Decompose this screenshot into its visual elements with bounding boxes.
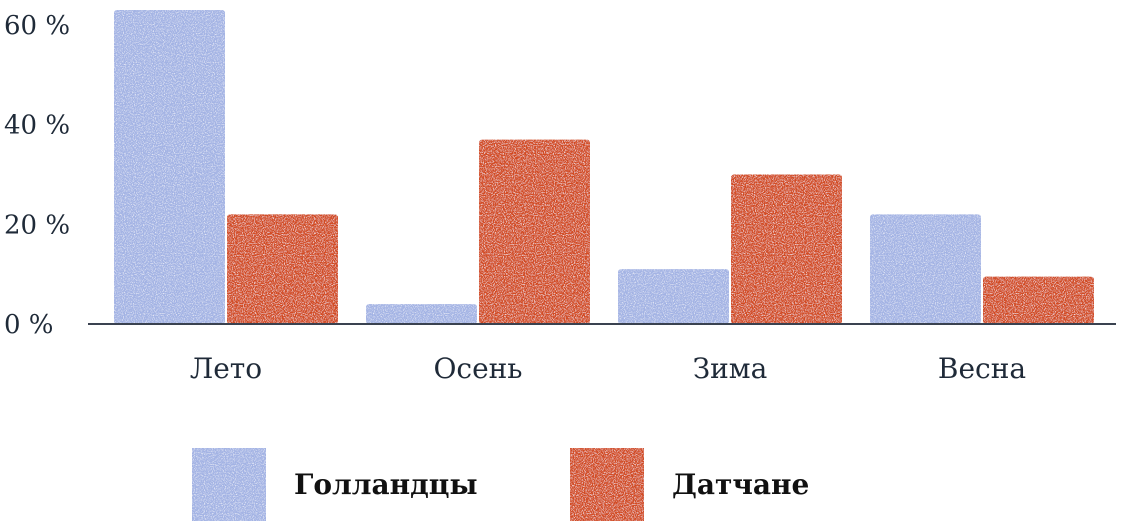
legend: Голландцы Датчане	[192, 448, 809, 521]
bar-danes-2	[731, 174, 842, 324]
bar-dutch-3	[870, 214, 981, 324]
x-axis-category-labels: Лето Осень Зима Весна	[190, 352, 1026, 385]
bar-danes-1	[479, 139, 590, 324]
legend-swatch	[192, 448, 266, 521]
x-tick-label: Осень	[433, 352, 522, 385]
y-tick-label: 20 %	[4, 210, 70, 240]
bar-danes-3	[983, 276, 1094, 324]
legend-label: Голландцы	[294, 468, 478, 501]
bar-dutch-0	[114, 9, 225, 324]
bar-danes-0	[227, 214, 338, 324]
bar-dutch-2	[618, 269, 729, 324]
legend-swatch	[570, 448, 644, 521]
bars-group	[114, 9, 1094, 324]
y-axis-tick-labels: 0 % 20 % 40 % 60 %	[4, 11, 70, 340]
bar-dutch-1	[366, 304, 477, 324]
y-tick-label: 0 %	[4, 310, 54, 340]
y-tick-label: 40 %	[4, 111, 70, 141]
x-tick-label: Лето	[190, 352, 262, 385]
x-tick-label: Зима	[693, 352, 768, 385]
legend-label: Датчане	[672, 468, 809, 501]
y-tick-label: 60 %	[4, 11, 70, 41]
x-tick-label: Весна	[938, 352, 1026, 385]
